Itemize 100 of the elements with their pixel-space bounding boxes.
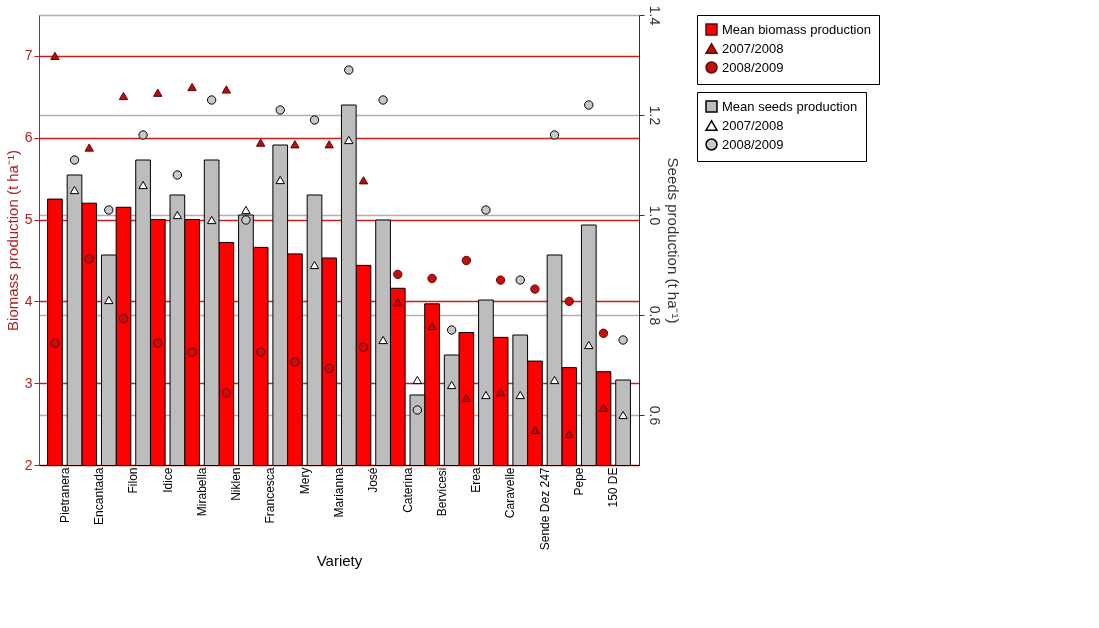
point: [50, 338, 60, 348]
point: [255, 138, 266, 147]
point: [153, 338, 163, 348]
x-tick-label: Encantada: [92, 467, 106, 525]
point: [344, 135, 354, 145]
point: [412, 375, 423, 385]
y2-tick-label: 0.6: [646, 405, 663, 426]
point: [84, 254, 94, 264]
point: [378, 335, 388, 345]
y-tick-label: 4: [24, 292, 33, 309]
point: [598, 403, 609, 412]
point: [530, 284, 540, 294]
point: [206, 95, 217, 105]
point: [564, 296, 574, 307]
y-tick-label: 7: [24, 47, 33, 64]
point: [515, 390, 525, 400]
x-tick-label: Filon: [126, 467, 141, 494]
x-axis-title: Variety: [316, 552, 363, 570]
point: [50, 51, 60, 61]
point: [618, 335, 628, 345]
point: [378, 95, 388, 105]
point: [172, 170, 183, 180]
point: [412, 405, 423, 415]
y2-axis-title: Seeds production (t ha⁻¹): [664, 157, 682, 324]
point: [344, 65, 354, 75]
point: [241, 215, 251, 225]
y2-tick-label: 1.0: [646, 205, 663, 226]
point: [427, 273, 437, 284]
point: [172, 210, 183, 220]
point: [104, 295, 114, 305]
point: [118, 313, 129, 324]
point: [358, 176, 369, 185]
point: [461, 393, 472, 403]
x-tick-label: Mirabella: [194, 467, 209, 517]
point: [358, 342, 369, 352]
point: [84, 143, 94, 152]
point: [564, 429, 574, 439]
point: [324, 363, 334, 374]
point: [584, 100, 594, 110]
point: [481, 390, 491, 400]
point: [309, 260, 320, 270]
point: [118, 91, 129, 101]
x-tick-label: 150 DE: [606, 467, 621, 508]
point: [530, 425, 540, 434]
legend-label: Mean biomass production: [722, 21, 871, 37]
point: [584, 340, 594, 350]
x-tick-label: Pietranera: [57, 467, 72, 523]
point: [290, 357, 300, 367]
y2-tick-label: 1.4: [646, 5, 663, 26]
x-tick-label: José: [366, 467, 381, 493]
point: [138, 130, 148, 140]
x-tick-label: Caravelle: [503, 467, 518, 519]
point: [324, 140, 334, 149]
y-tick-label: 6: [24, 129, 33, 146]
point: [461, 255, 472, 266]
y2-tick-label: 1.2: [646, 105, 663, 126]
point: [241, 205, 251, 215]
point: [69, 155, 80, 165]
point: [549, 130, 560, 140]
point: [221, 388, 232, 398]
legend-label: Mean seeds production: [722, 98, 858, 114]
point: [393, 298, 403, 307]
legend-label: 2008/2009: [722, 136, 784, 152]
point: [598, 328, 609, 338]
point: [69, 185, 80, 195]
point: [446, 380, 457, 390]
x-tick-label: Caterina: [400, 467, 415, 513]
x-tick-label: Idice: [160, 467, 175, 493]
point: [481, 205, 491, 215]
point: [104, 205, 114, 215]
point: [221, 85, 232, 94]
point: [275, 175, 285, 185]
x-tick-label: Mery: [297, 467, 312, 495]
y2-tick-label: 0.8: [646, 305, 663, 326]
legend-label: 2007/2008: [722, 40, 784, 56]
point: [495, 388, 506, 397]
point: [515, 275, 525, 285]
point: [153, 88, 163, 97]
point: [393, 269, 403, 280]
x-tick-label: Francesca: [263, 467, 278, 524]
point: [427, 321, 437, 331]
point: [187, 347, 197, 357]
x-tick-label: Marianna: [332, 467, 346, 518]
x-tick-label: Erea: [469, 467, 484, 493]
point: [309, 115, 320, 125]
point: [275, 105, 285, 115]
x-tick-label: Bervicesi: [434, 467, 449, 517]
point: [255, 347, 266, 357]
point: [495, 275, 506, 285]
point: [187, 82, 197, 92]
y-tick-label: 3: [24, 374, 33, 391]
legend-label: 2008/2009: [722, 59, 784, 75]
y-tick-label: 2: [24, 456, 33, 473]
point: [549, 375, 560, 385]
x-tick-label: Niklen: [229, 467, 244, 501]
point: [290, 140, 300, 149]
y-tick-label: 5: [24, 211, 33, 228]
point: [446, 325, 457, 335]
x-tick-label: Sende Dez 247: [537, 467, 552, 551]
legend-label: 2007/2008: [722, 117, 784, 133]
